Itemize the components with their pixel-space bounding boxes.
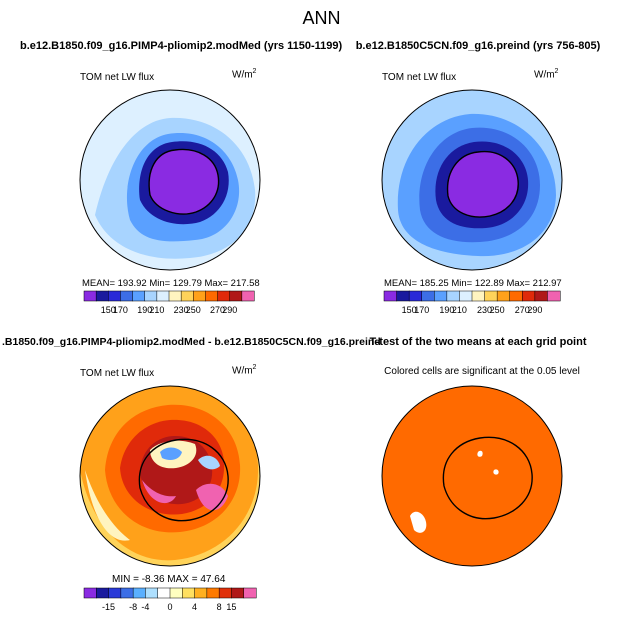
panel-2-colorbar-cell xyxy=(522,290,536,302)
panel-1-colorbar-cell xyxy=(241,290,255,302)
panel-3-colorbar-tick: -15 xyxy=(102,602,116,612)
panel-2-colorbar-tick: 210 xyxy=(451,305,467,315)
panel-3-colorbar-cell xyxy=(108,587,122,599)
panel-4-subtitle: Colored cells are significant at the 0.0… xyxy=(384,366,580,377)
panel-3-colorbar-tick: -4 xyxy=(141,602,150,612)
panel-2-colorbar-cell xyxy=(408,290,423,302)
panel-3-variable: TOM net LW flux xyxy=(80,368,155,379)
panel-1-colorbar-tick: 250 xyxy=(185,305,201,315)
panel-1-colorbar-cell xyxy=(193,290,206,302)
panel-3-colorbar-cell xyxy=(206,587,220,599)
figure-title: ANN xyxy=(302,8,341,28)
panel-3-border xyxy=(79,385,261,567)
panel-3-colorbar-cell xyxy=(132,587,146,599)
panel-2-colorbar-cell xyxy=(547,290,561,302)
panel-2-colorbar-tick: 270 xyxy=(514,305,530,315)
panel-3-colorbar-cell xyxy=(83,587,97,599)
panel-3-map xyxy=(80,386,260,566)
panel-3-colorbar-tick: 8 xyxy=(216,602,222,612)
panel-3-colorbar-cell xyxy=(182,587,196,599)
panel-1-colorbar-tick: 190 xyxy=(137,305,153,315)
panel-2-colorbar-cell xyxy=(496,290,511,302)
panel-1-colorbar-cell xyxy=(180,290,194,302)
panel-2-colorbar-cell xyxy=(534,290,548,302)
panel-2-colorbar-tick: 250 xyxy=(489,305,505,315)
panel-2-colorbar-cell xyxy=(396,290,410,302)
panel-2-title: b.e12.B1850C5CN.f09_g16.preind (yrs 756-… xyxy=(355,40,601,52)
panel-1-colorbar-cell xyxy=(132,290,146,302)
panel-3-colorbar-tick: 4 xyxy=(192,602,198,612)
panel-4-map xyxy=(382,386,562,566)
panel-2-colorbar-cell xyxy=(446,290,460,302)
panel-1-colorbar-cell xyxy=(168,290,182,302)
panel-1-colorbar-cell xyxy=(120,290,134,302)
panel-2-colorbar-cell xyxy=(383,290,398,302)
panel-2-colorbar-tick: 290 xyxy=(527,305,543,315)
panel-1-colorbar-tick: 290 xyxy=(222,305,238,315)
panel-3-title: .B1850.f09_g16.PIMP4-pliomip2.modMed - b… xyxy=(2,336,381,348)
panel-1-border xyxy=(79,89,261,271)
panel-2-units: W/m2 xyxy=(534,68,559,81)
panel-2-colorbar-tick: 170 xyxy=(414,305,430,315)
panel-1-colorbar-cell xyxy=(156,290,170,302)
panel-1-colorbar-tick: 210 xyxy=(149,305,165,315)
panel-3-colorbar-cell xyxy=(157,587,171,599)
panel-1-colorbar-tick: 230 xyxy=(173,305,189,315)
panel-1-colorbar-cell xyxy=(108,290,121,302)
panel-3-colorbar-cell xyxy=(194,587,208,599)
panel-3-colorbar-cell xyxy=(218,587,232,599)
panel-2-colorbar-cell xyxy=(484,290,498,302)
panel-3-colorbar-tick: 15 xyxy=(226,602,237,612)
panel-1-stats: MEAN= 193.92 Min= 129.79 Max= 217.58 xyxy=(82,278,260,289)
panel-2-colorbar-cell xyxy=(459,290,473,302)
panel-3-colorbar-cell xyxy=(169,587,183,599)
panel-1-colorbar-cell xyxy=(229,290,243,302)
panel-1-variable: TOM net LW flux xyxy=(80,72,155,83)
panel-3-units: W/m2 xyxy=(232,364,257,377)
panel-1-colorbar-cell xyxy=(205,290,219,302)
panel-1-colorbar-cell xyxy=(83,290,97,302)
panel-2-colorbar-tick: 150 xyxy=(401,305,417,315)
panel-3-colorbar-cell xyxy=(96,587,110,599)
panel-2-colorbar-cell xyxy=(509,290,523,302)
panel-1-units: W/m2 xyxy=(232,68,257,81)
panel-1-colorbar-cell xyxy=(95,290,109,302)
panel-3-colorbar-tick: 0 xyxy=(167,602,173,612)
panel-1-colorbar-tick: 150 xyxy=(100,305,116,315)
panel-3-colorbar-cell xyxy=(145,587,159,599)
panel-2-variable: TOM net LW flux xyxy=(382,72,457,83)
panel-1-colorbar-cell xyxy=(144,290,158,302)
panel-3-colorbar-tick: -8 xyxy=(129,602,138,612)
panel-1-colorbar-cell xyxy=(217,290,231,302)
panel-2-colorbar-cell xyxy=(471,290,486,302)
panel-1-colorbar-tick: 270 xyxy=(210,305,226,315)
panel-2-colorbar-tick: 230 xyxy=(477,305,493,315)
panel-4-border xyxy=(381,385,563,567)
panel-2-border xyxy=(381,89,563,271)
panel-1-title: b.e12.B1850.f09_g16.PIMP4-pliomip2.modMe… xyxy=(20,40,343,52)
panel-2-colorbar-cell xyxy=(434,290,448,302)
panel-3-stats: MIN = -8.36 MAX = 47.64 xyxy=(112,574,226,585)
panel-1-colorbar-tick: 170 xyxy=(112,305,128,315)
panel-3-colorbar-cell xyxy=(120,587,134,599)
panel-2-map xyxy=(382,90,562,270)
panel-3-colorbar-cell xyxy=(243,587,257,599)
panel-1-map xyxy=(80,90,260,270)
panel-4-title: T-test of the two means at each grid poi… xyxy=(369,336,587,348)
panel-2-colorbar-tick: 190 xyxy=(439,305,455,315)
panel-2-stats: MEAN= 185.25 Min= 122.89 Max= 212.97 xyxy=(384,278,562,289)
panel-3-colorbar-cell xyxy=(231,587,245,599)
panel-2-colorbar-cell xyxy=(421,290,435,302)
